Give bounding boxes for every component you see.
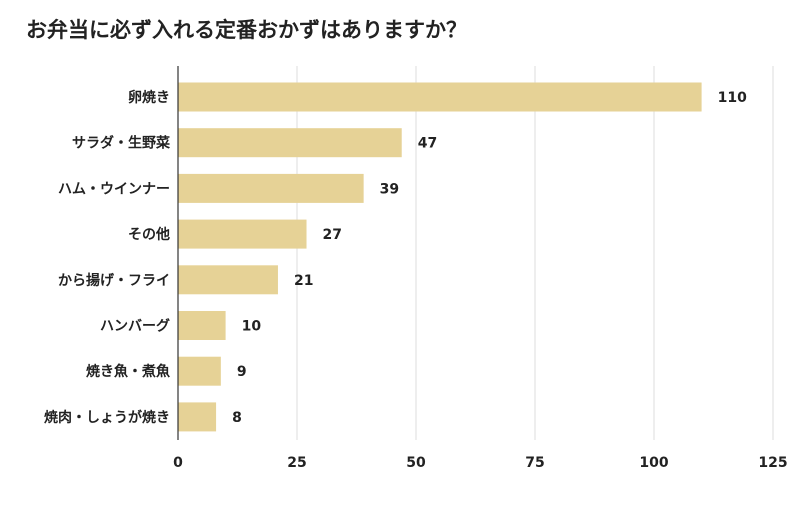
category-label: 焼肉・しょうが焼き	[44, 409, 170, 426]
value-label: 8	[232, 410, 242, 426]
value-label: 47	[418, 136, 437, 152]
chart-title: お弁当に必ず入れる定番おかずはありますか？	[26, 18, 467, 42]
x-tick-label: 100	[639, 455, 668, 471]
category-label: ハム・ウインナー	[58, 181, 170, 197]
x-tick-label: 25	[287, 455, 306, 471]
bar	[178, 219, 307, 249]
category-label: サラダ・生野菜	[72, 135, 171, 152]
bar	[178, 402, 217, 432]
x-tick-label: 75	[525, 455, 544, 471]
bar	[178, 128, 402, 158]
x-tick-label: 125	[758, 455, 787, 471]
value-label: 39	[380, 181, 399, 197]
category-label: 焼き魚・煮魚	[86, 363, 170, 380]
bar	[178, 265, 278, 295]
x-tick-label: 50	[406, 455, 426, 471]
value-label: 10	[242, 319, 262, 335]
bar	[178, 356, 221, 386]
value-label: 21	[294, 273, 313, 289]
category-label: から揚げ・フライ	[58, 272, 170, 289]
category-label: 卵焼き	[128, 89, 170, 106]
bar	[178, 173, 364, 203]
value-label: 9	[237, 364, 247, 380]
bar	[178, 82, 702, 112]
value-label: 110	[718, 90, 747, 106]
value-label: 27	[323, 227, 342, 243]
category-label: ハンバーグ	[100, 318, 170, 335]
category-label: その他	[128, 226, 170, 243]
x-tick-label: 0	[173, 455, 183, 471]
bar	[178, 311, 226, 340]
